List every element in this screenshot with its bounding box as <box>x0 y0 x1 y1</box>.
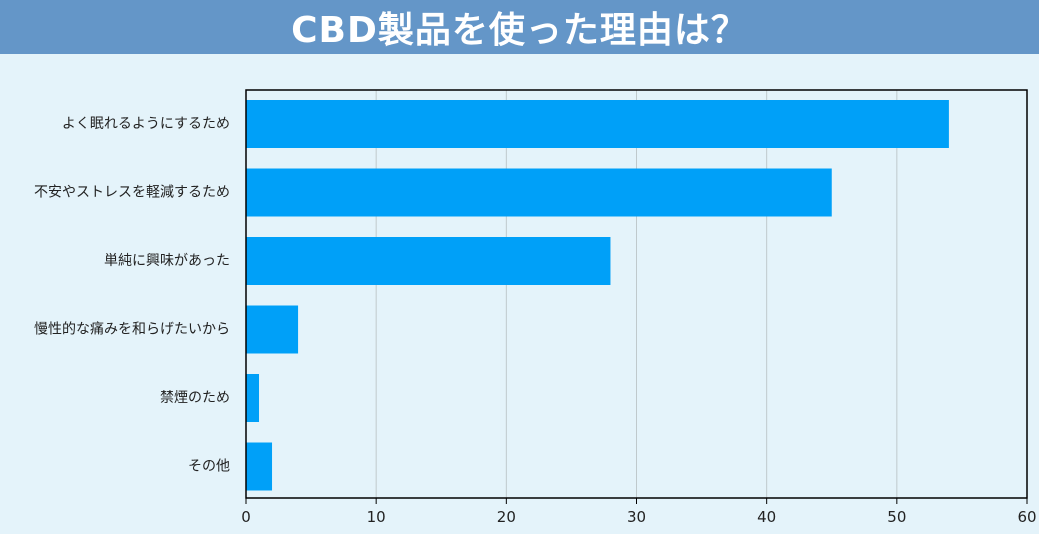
x-tick-label: 40 <box>757 508 776 526</box>
x-tick-label: 50 <box>887 508 906 526</box>
title-bar: CBD製品を使った理由は？ <box>0 0 1039 54</box>
bar-2 <box>246 168 832 217</box>
category-label: 単純に興味があった <box>104 253 230 269</box>
bar-4 <box>246 305 299 354</box>
bar-3 <box>246 237 611 285</box>
category-label: 不安やストレスを軽減するため <box>34 184 230 201</box>
category-label: よく眠れるようにするため <box>62 116 230 132</box>
chart-title: CBD製品を使った理由は？ <box>291 10 748 51</box>
x-tick-label: 0 <box>241 508 251 526</box>
bar-1 <box>246 100 949 148</box>
bar-5 <box>246 374 260 422</box>
x-tick-label: 20 <box>497 508 516 526</box>
x-tick-label: 30 <box>627 508 646 526</box>
x-tick-label: 10 <box>367 508 386 526</box>
category-label: 慢性的な痛みを和らげたいから <box>34 321 230 338</box>
bar-chart: よく眠れるようにするため不安やストレスを軽減するため単純に興味があった慢性的な痛… <box>34 89 1037 526</box>
x-tick-label: 60 <box>1017 508 1036 526</box>
bar-6 <box>246 442 273 491</box>
category-label: その他 <box>188 459 230 475</box>
category-label: 禁煙のため <box>160 390 230 406</box>
